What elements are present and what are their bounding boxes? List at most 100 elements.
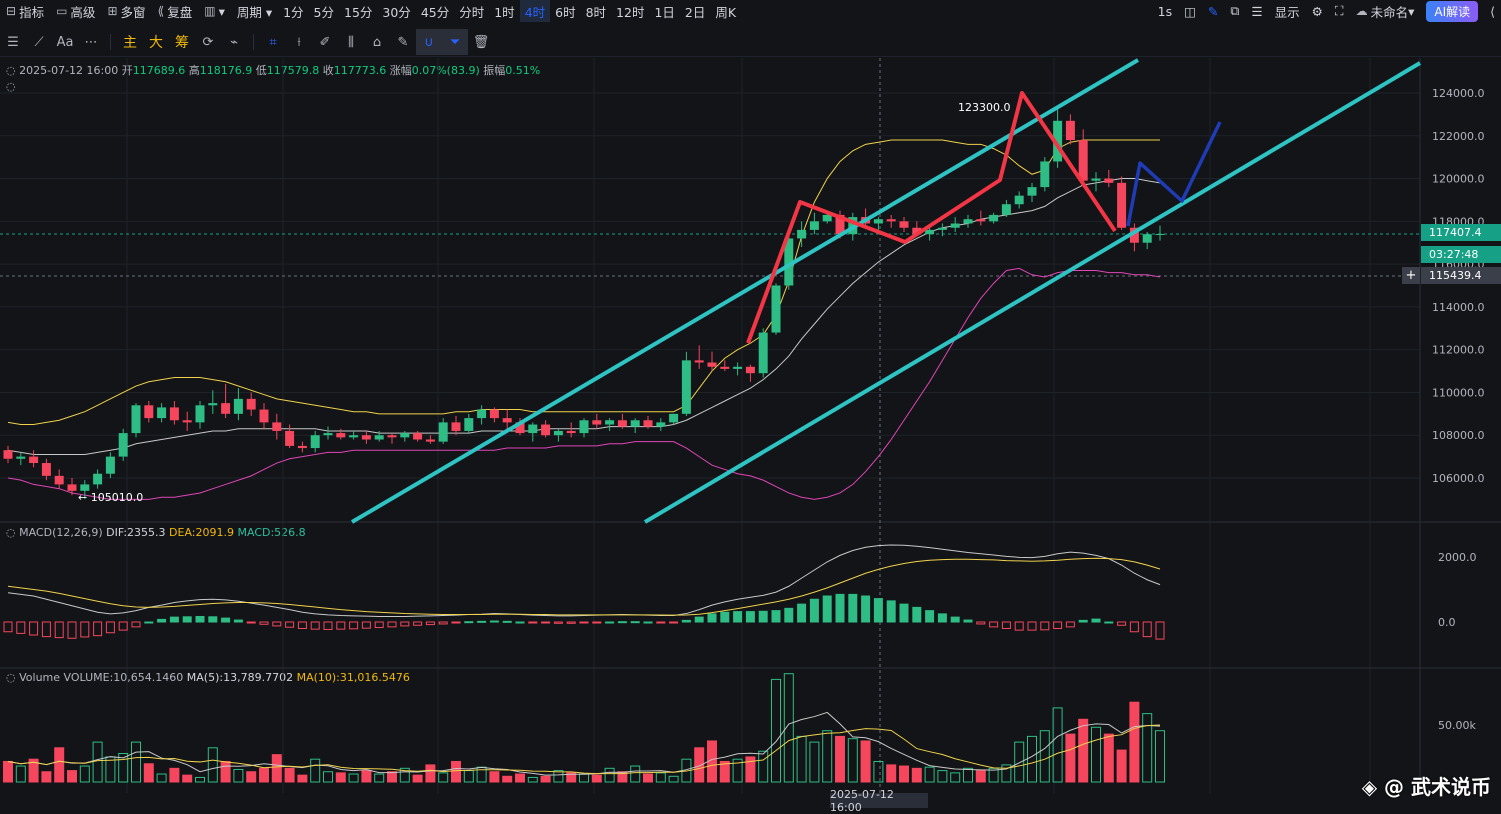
volume-bar [1116,749,1127,783]
macd-pane [3,544,1165,640]
pen-icon[interactable]: ✐ [319,34,331,50]
text-tool-icon[interactable]: Aa [56,34,74,50]
candle-icon[interactable]: ⫼ [348,34,354,50]
volume-bar [950,772,961,783]
candle-body [93,473,103,485]
timeframe-0[interactable]: 1分 [283,4,304,20]
macd-bar [784,607,794,623]
indicator-button[interactable]: ⊟ 指标 [6,4,45,20]
brush-icon[interactable]: ⌁ [230,34,238,50]
macd-bar [1104,621,1114,624]
candle-body [336,433,346,438]
multi-window-button[interactable]: ⊞ 多窗 [107,4,146,20]
candle-body [579,420,589,434]
macd-bar [93,621,103,637]
replay-button[interactable]: ⟪ 复盘 [157,4,193,20]
divider [110,34,111,50]
timeframe-6[interactable]: 1时 [494,4,515,20]
timeframe-1[interactable]: 5分 [313,4,334,20]
macd-bar [67,621,77,639]
magnet-icon[interactable]: ⌗ [269,34,277,50]
macd-bar [1129,621,1139,633]
macd-bar [400,621,410,627]
display-button[interactable]: 显示 [1274,4,1300,20]
layout-dropdown[interactable]: ☁ 未命名 ▾ [1355,3,1415,20]
ruler-icon[interactable]: ⟊ [297,34,301,50]
macd-bar [528,621,538,624]
macd-bar [758,610,768,623]
candle-body [1117,182,1127,228]
candle-body [16,456,26,459]
add-alert-icon[interactable]: + [1402,267,1420,284]
chevron-icon[interactable]: ◌ [6,671,16,684]
y-tick-label: 122000.0 [1432,130,1485,143]
macd-bar [131,621,141,628]
main-indicator-button[interactable]: 主 [123,35,137,51]
volume-bar [783,673,794,783]
fullscreen-icon[interactable]: ⛶ [1334,3,1344,18]
volume-value: VOLUME:10,654.1460 [63,671,184,684]
advanced-button[interactable]: ▭ 高级 [56,4,96,20]
macd-bar [976,621,986,625]
legend-open: 117689.6 [132,64,186,77]
ai-button[interactable]: AI解读 [1426,0,1479,22]
timeframe-11[interactable]: 1日 [654,4,675,20]
bell-icon[interactable]: ◌ [6,526,16,539]
timeframe-7[interactable]: 4时 [519,0,551,22]
volume-name: Volume [19,671,61,684]
filter-icon[interactable]: ⏷ [442,29,468,55]
settings-icon[interactable]: ⚙ [1311,3,1323,19]
period-dropdown[interactable]: 周期 ▾ [236,4,273,20]
candle-body [41,463,51,476]
timeframe-3[interactable]: 30分 [382,4,411,20]
collapse-icon[interactable]: ◌ [6,80,16,93]
magnet-snap-icon[interactable]: ∪ [416,29,442,55]
volume-bar [1142,713,1153,783]
macd-bar [144,621,154,624]
timeframe-5[interactable]: 分时 [459,4,485,20]
timeframe-4[interactable]: 45分 [420,4,450,20]
menu-icon[interactable]: ☰ [7,34,19,50]
line-tool-icon[interactable]: ⟋ [34,34,44,50]
volume-ma5-line [7,711,1161,776]
volume-bar [886,764,897,783]
trash-icon[interactable]: 🗑 [472,34,490,50]
camera-icon[interactable]: ◫ [1184,3,1196,19]
refresh-icon[interactable]: ⟳ [202,34,214,50]
candle-body [400,433,410,438]
legend-datetime: 2025-07-12 16:00 [19,64,119,77]
drawing-toolbar: ☰ ⟋ Aa ⋯ 主 大 筹 ⟳ ⌁ ⌗ ⟊ ✐ ⫼ ⌂ ✎ ∪ ⏷ 🗑 [0,28,1501,57]
macd-bar [873,598,883,623]
timeframe-12[interactable]: 2日 [684,4,706,20]
macd-bar [336,621,346,630]
volume-bar [1065,733,1076,783]
timeframe-2[interactable]: 15分 [344,4,373,20]
chip-button[interactable]: 筹 [175,35,189,51]
big-order-button[interactable]: 大 [149,35,163,51]
timeframe-10[interactable]: 12时 [616,4,645,20]
edit-icon[interactable]: ✎ [397,34,409,50]
volume-bar [463,770,474,783]
boll-upper [7,139,1160,426]
timeframe-8[interactable]: 6时 [555,4,576,20]
timeframe-13[interactable]: 周K [715,4,737,20]
macd-bar [272,621,282,627]
list-icon[interactable]: ☰ [1251,3,1263,19]
price-chart[interactable]: 123300.0 ← 105010.0 124000.0 122000.0 12000… [0,58,1501,793]
chart-type-button[interactable]: ▥ ▾ [204,3,225,19]
candle-body [1053,120,1063,162]
candle-body [681,360,691,414]
eye-icon[interactable]: ◌ [6,64,16,77]
copy-icon[interactable]: ⧉ [1230,3,1240,18]
macd-bar [605,621,615,624]
macd-bar [16,621,26,634]
more-icon[interactable]: ⋯ [84,34,98,50]
share-icon[interactable]: ⟨ [1490,3,1495,19]
candle-body [233,398,243,414]
pencil-icon[interactable]: ✎ [1207,3,1219,19]
interval-button[interactable]: 1s [1157,3,1173,19]
candle-body [835,214,845,235]
timeframe-9[interactable]: 8时 [585,4,607,20]
lock-icon[interactable]: ⌂ [372,34,382,50]
volume-bar [758,750,769,783]
